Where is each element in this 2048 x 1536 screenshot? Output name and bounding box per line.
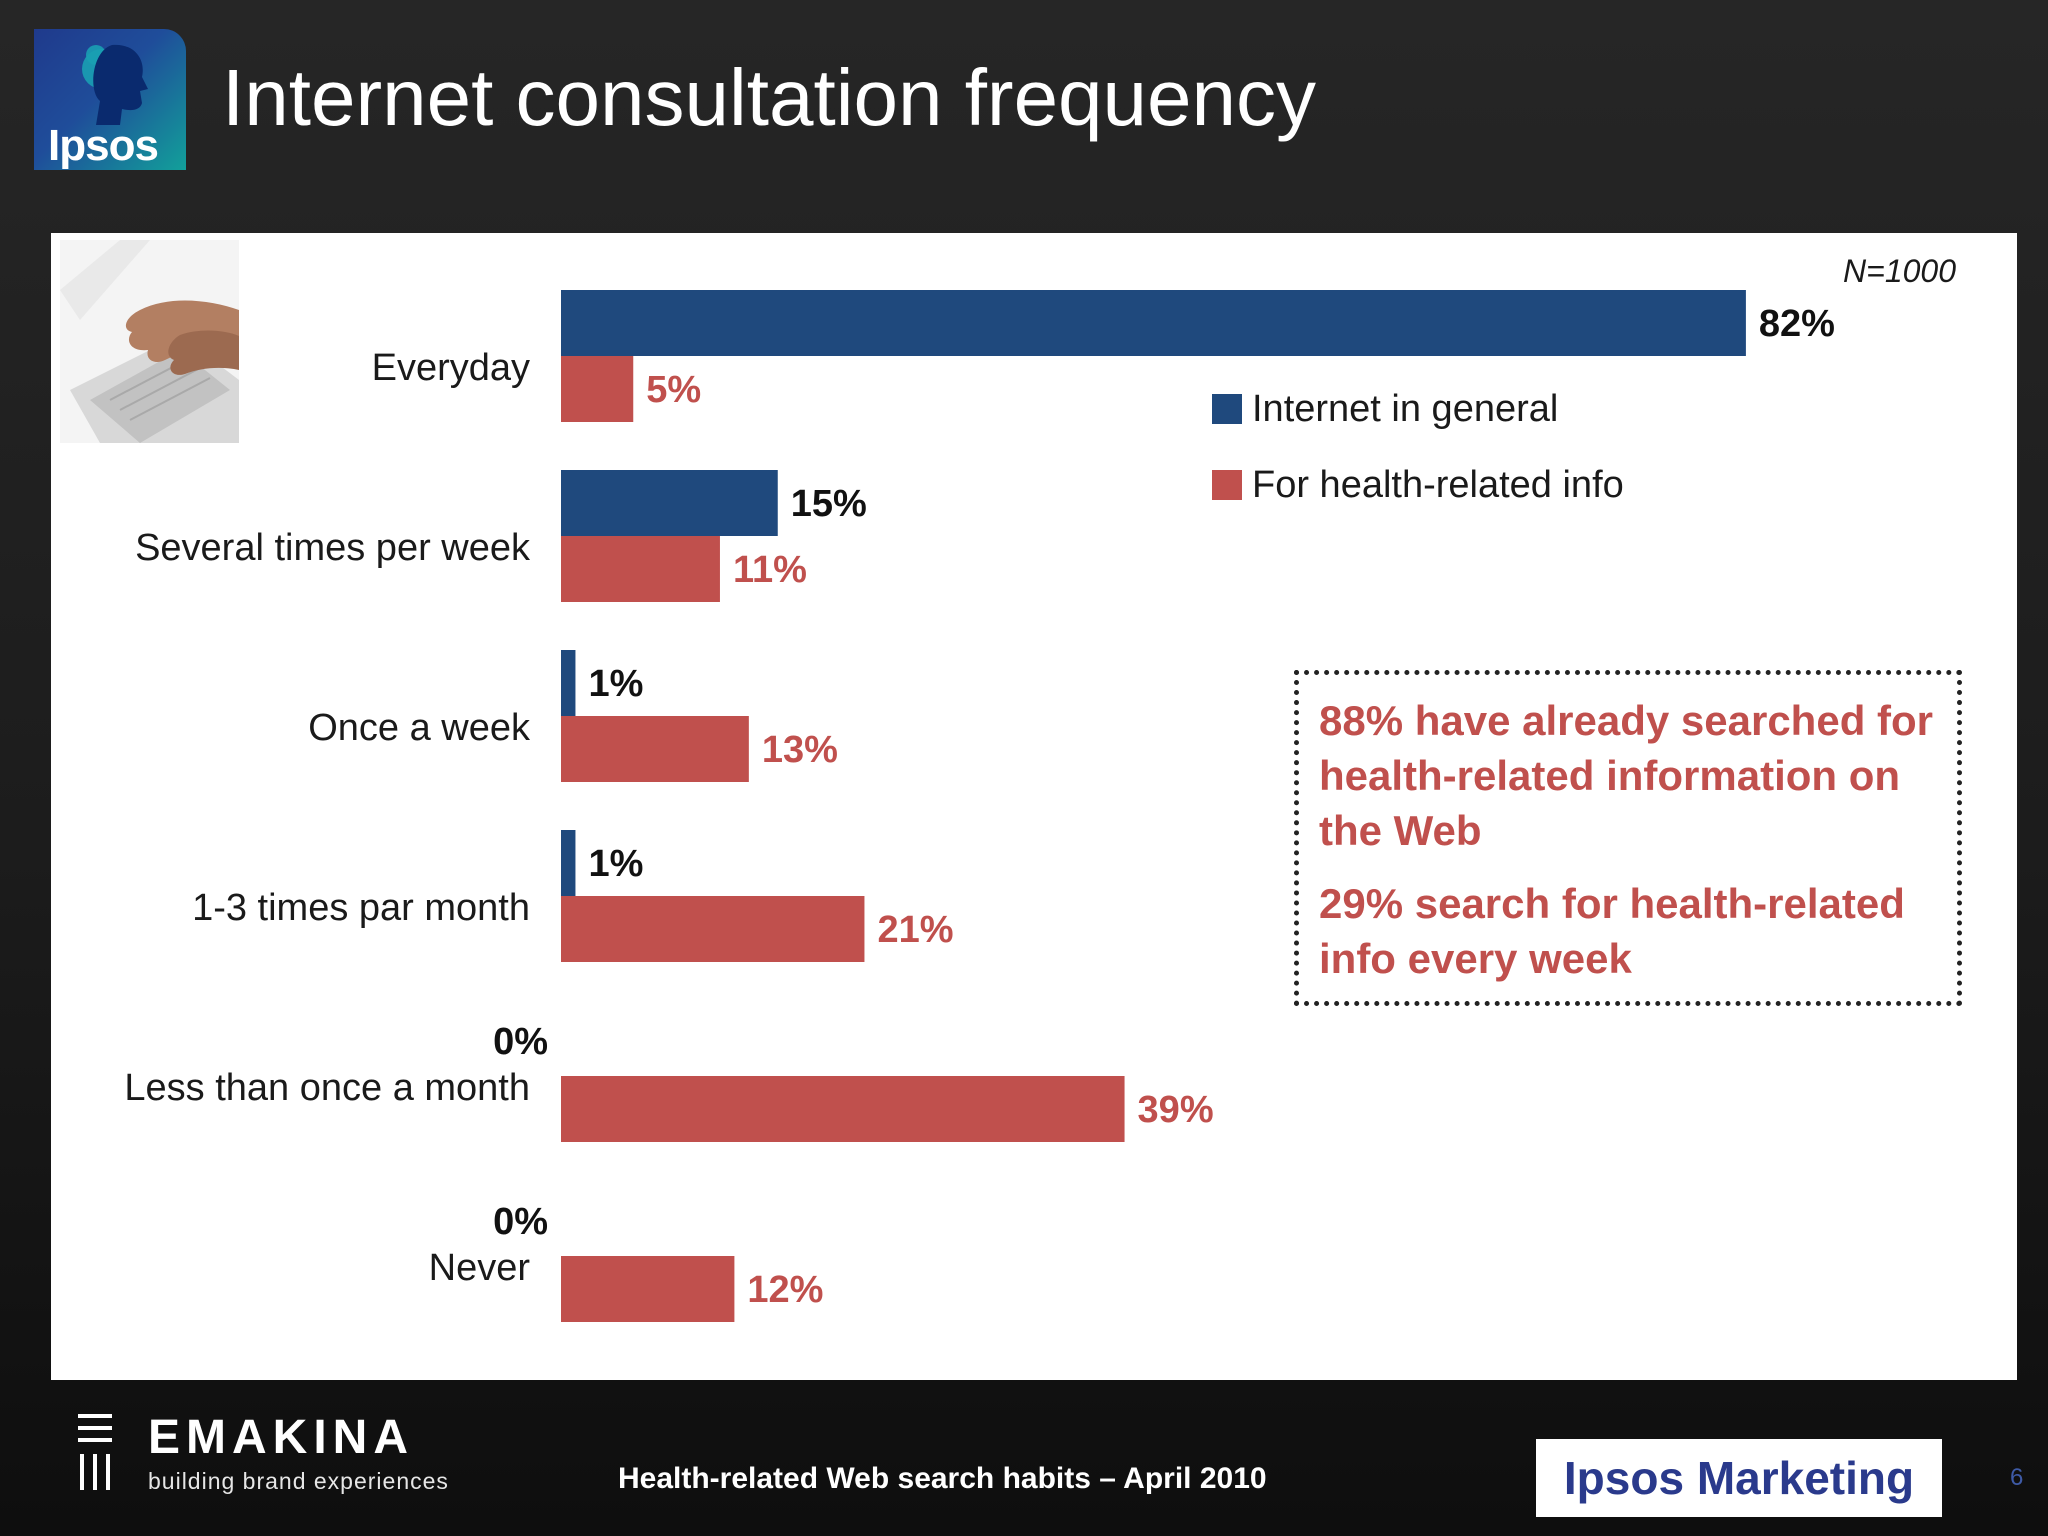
ipsos-logo: Ipsos: [34, 29, 186, 170]
category-label: Several times per week: [135, 527, 531, 569]
bar-internet-general: [561, 830, 576, 896]
chart-panel: [51, 233, 2017, 1380]
data-label-internet: 15%: [791, 483, 867, 525]
legend-label-health: For health-related info: [1252, 463, 1624, 506]
data-label-health: 21%: [877, 909, 953, 951]
emakina-mark-icon: [78, 1414, 112, 1490]
legend-label-internet: Internet in general: [1252, 387, 1559, 430]
page-number: 6: [2010, 1464, 2024, 1491]
slide-title: Internet consultation frequency: [222, 53, 1317, 142]
data-label-health: 39%: [1138, 1089, 1214, 1131]
bar-internet-general: [561, 470, 778, 536]
bar-health-info: [561, 1256, 735, 1322]
category-label: Everyday: [372, 347, 530, 389]
bar-health-info: [561, 356, 634, 422]
data-label-internet: 1%: [588, 843, 643, 885]
data-label-health: 11%: [733, 549, 807, 591]
category-label: 1-3 times par month: [192, 887, 530, 929]
profile-head-icon: [82, 44, 148, 125]
data-label-health: 13%: [762, 729, 838, 771]
legend-swatch-internet: [1212, 394, 1242, 424]
legend-swatch-health: [1212, 470, 1242, 500]
emakina-tagline: building brand experiences: [148, 1468, 449, 1494]
bar-internet-general: [561, 650, 576, 716]
key-findings-callout: 88% have already searched for health-rel…: [1294, 670, 1962, 1006]
data-label-internet: 0%: [493, 1021, 548, 1063]
bar-health-info: [561, 1076, 1125, 1142]
laptop-hands-icon: [60, 240, 239, 443]
data-label-internet: 0%: [493, 1201, 548, 1243]
data-label-health: 12%: [747, 1269, 823, 1311]
bar-health-info: [561, 896, 865, 962]
legend-item-health: For health-related info: [1212, 463, 1624, 506]
category-label: Less than once a month: [124, 1067, 530, 1109]
legend-item-internet: Internet in general: [1212, 387, 1624, 430]
footer-caption: Health-related Web search habits – April…: [618, 1462, 1267, 1495]
callout-finding-2: 29% search for health-related info every…: [1319, 880, 1905, 982]
sample-size-label: N=1000: [1843, 253, 1956, 289]
emakina-wordmark: EMAKINA: [148, 1411, 414, 1464]
ipsos-marketing-logo: Ipsos Marketing: [1536, 1439, 1942, 1517]
ipsos-wordmark: Ipsos: [48, 121, 159, 170]
data-label-internet: 1%: [588, 663, 643, 705]
laptop-typing-photo: [60, 240, 239, 443]
category-label: Once a week: [308, 707, 531, 749]
bar-health-info: [561, 536, 720, 602]
bar-internet-general: [561, 290, 1746, 356]
bar-health-info: [561, 716, 749, 782]
data-label-health: 5%: [646, 369, 701, 411]
category-label: Never: [429, 1247, 531, 1289]
data-label-internet: 82%: [1759, 303, 1835, 345]
callout-finding-1: 88% have already searched for health-rel…: [1319, 697, 1934, 854]
chart-legend: Internet in general For health-related i…: [1212, 387, 1624, 542]
